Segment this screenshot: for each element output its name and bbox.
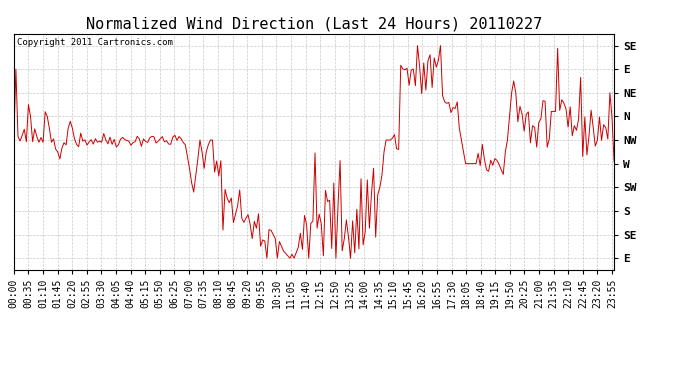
Text: Copyright 2011 Cartronics.com: Copyright 2011 Cartronics.com <box>17 39 172 48</box>
Title: Normalized Wind Direction (Last 24 Hours) 20110227: Normalized Wind Direction (Last 24 Hours… <box>86 16 542 31</box>
